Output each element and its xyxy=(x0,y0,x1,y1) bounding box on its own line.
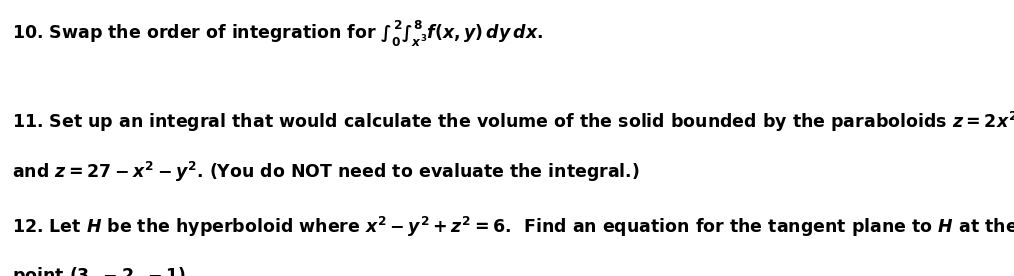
Text: 11. Set up an integral that would calculate the volume of the solid bounded by t: 11. Set up an integral that would calcul… xyxy=(12,110,1014,134)
Text: and $z = 27 - x^2 - y^2$. (You do NOT need to evaluate the integral.): and $z = 27 - x^2 - y^2$. (You do NOT ne… xyxy=(12,160,640,184)
Text: 12. Let $H$ be the hyperboloid where $x^2 - y^2 + z^2 = 6$.  Find an equation fo: 12. Let $H$ be the hyperboloid where $x^… xyxy=(12,215,1014,239)
Text: point $(3, -2, -1)$.: point $(3, -2, -1)$. xyxy=(12,265,193,276)
Text: 10. Swap the order of integration for $\int_0^2 \int_{x^3}^{8} f(x, y)\,dy\,dx$.: 10. Swap the order of integration for $\… xyxy=(12,19,544,49)
